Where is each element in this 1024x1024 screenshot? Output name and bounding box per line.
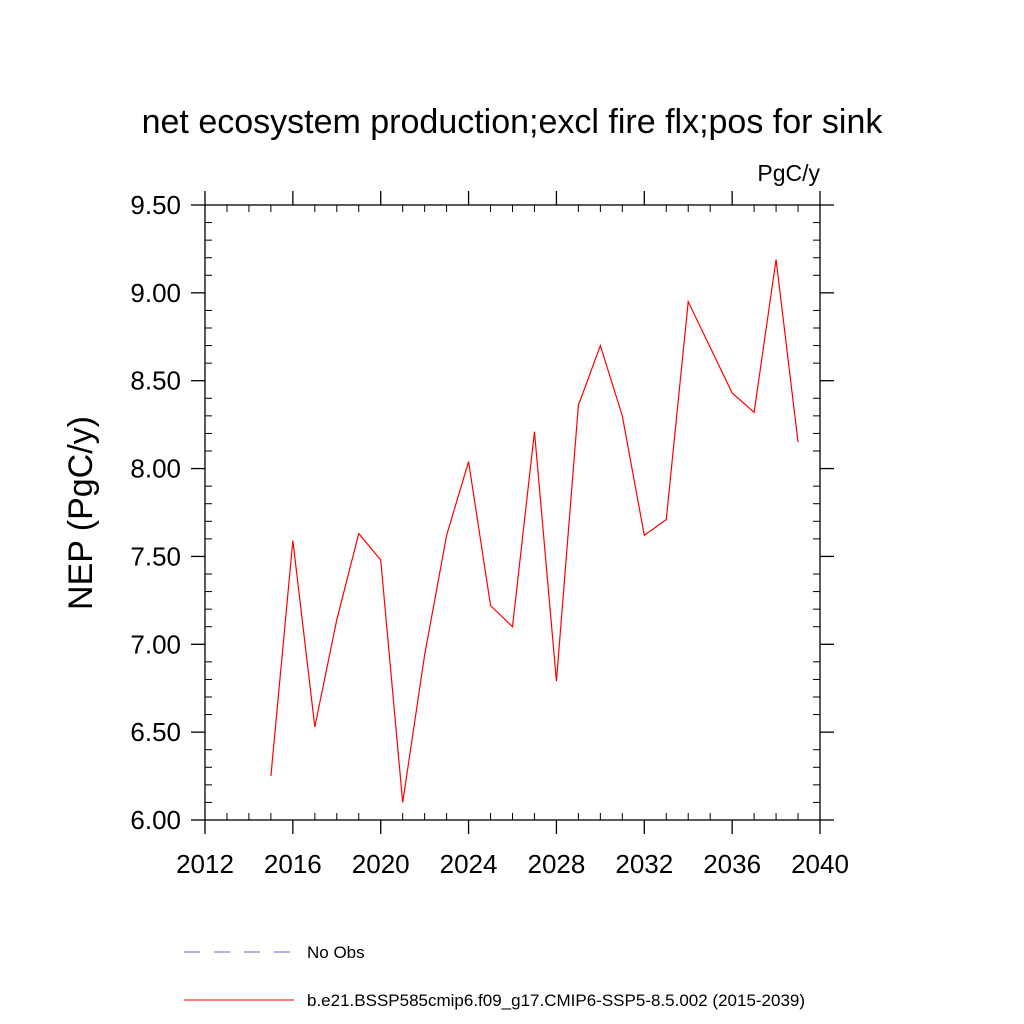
data-point [665, 518, 668, 521]
y-tick-label: 9.00 [130, 278, 181, 308]
series-line [270, 259, 799, 803]
plot-area-frame [204, 204, 821, 821]
data-point [775, 258, 778, 261]
y-tick-label: 7.50 [130, 541, 181, 571]
x-major-ticks [204, 191, 821, 834]
data-point [379, 558, 382, 561]
data-point [621, 414, 624, 417]
x-minor-ticks [226, 205, 799, 820]
y-tick-label: 9.50 [130, 190, 181, 220]
data-point [731, 392, 734, 395]
data-point [643, 534, 646, 537]
legend-label: No Obs [307, 943, 365, 962]
series-layer [269, 258, 800, 804]
data-point [577, 404, 580, 407]
x-tick-label: 2024 [440, 849, 498, 879]
y-minor-ticks [205, 222, 820, 803]
data-point [401, 801, 404, 804]
data-point [687, 300, 690, 303]
x-tick-labels: 2012 2016 2020 2024 2028 2032 2036 2040 [176, 849, 849, 879]
y-major-ticks [191, 204, 834, 821]
x-tick-label: 2040 [791, 849, 849, 879]
units-label: PgC/y [757, 160, 820, 186]
data-point [313, 725, 316, 728]
data-point [709, 346, 712, 349]
y-axis-label: NEP (PgC/y) [62, 416, 100, 610]
data-point [753, 411, 756, 414]
data-point [467, 460, 470, 463]
data-point [555, 680, 558, 683]
x-tick-label: 2028 [528, 849, 586, 879]
data-point [445, 534, 448, 537]
y-tick-label: 8.00 [130, 454, 181, 484]
y-tick-label: 6.00 [130, 805, 181, 835]
data-point [269, 775, 272, 778]
data-point [291, 539, 294, 542]
data-point [357, 532, 360, 535]
data-point [797, 441, 800, 444]
data-point [511, 625, 514, 628]
legend-label: b.e21.BSSP585cmip6.f09_g17.CMIP6-SSP5-8.… [307, 991, 805, 1010]
x-tick-label: 2012 [176, 849, 234, 879]
chart-title: net ecosystem production;excl fire flx;p… [142, 103, 884, 141]
x-tick-label: 2020 [352, 849, 410, 879]
data-point [533, 430, 536, 433]
y-tick-label: 6.50 [130, 717, 181, 747]
x-tick-label: 2016 [264, 849, 322, 879]
x-tick-label: 2032 [615, 849, 673, 879]
y-tick-label: 8.50 [130, 366, 181, 396]
data-point [335, 618, 338, 621]
y-tick-label: 7.00 [130, 629, 181, 659]
data-point [489, 604, 492, 607]
y-tick-labels: 6.00 6.50 7.00 7.50 8.00 8.50 9.00 9.50 [130, 190, 181, 835]
legend: No Obs b.e21.BSSP585cmip6.f09_g17.CMIP6-S… [184, 943, 805, 1010]
data-point [599, 344, 602, 347]
data-point [423, 653, 426, 656]
x-tick-label: 2036 [703, 849, 761, 879]
